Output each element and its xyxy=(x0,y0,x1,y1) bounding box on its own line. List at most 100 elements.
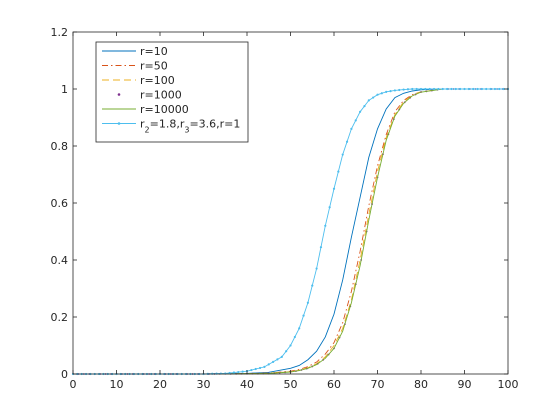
series-point xyxy=(415,87,418,91)
x-tick-label: 60 xyxy=(327,378,341,391)
series-point xyxy=(467,87,470,91)
series-point xyxy=(459,87,462,91)
series-point xyxy=(285,350,288,353)
series-point xyxy=(446,87,449,91)
series-point xyxy=(441,87,444,91)
series-point xyxy=(350,127,353,130)
series-point xyxy=(419,87,423,91)
series-line xyxy=(73,88,508,375)
series-point xyxy=(228,371,231,375)
series-point xyxy=(454,87,457,91)
x-tick-label: 80 xyxy=(414,378,428,391)
x-tick-label: 0 xyxy=(70,378,77,391)
legend-label: r2=1.8,r3=3.6,r=1 xyxy=(140,118,240,135)
series-point xyxy=(493,87,497,91)
x-tick-label: 10 xyxy=(110,378,124,391)
legend-label: r=1000 xyxy=(140,89,182,102)
series-point xyxy=(232,371,236,374)
legend-label: r=100 xyxy=(140,74,175,87)
legend-entry: r=50 xyxy=(102,60,168,73)
series-point xyxy=(472,87,475,91)
series-point xyxy=(359,110,362,113)
series-2 xyxy=(73,88,508,375)
series-point xyxy=(237,370,240,374)
series-point xyxy=(298,327,301,330)
series-point xyxy=(354,119,357,122)
series-point xyxy=(311,284,314,287)
legend-label: r=10000 xyxy=(140,103,189,116)
series-point xyxy=(428,87,431,91)
series-point xyxy=(328,206,331,209)
series-point xyxy=(424,87,427,91)
series-point xyxy=(432,87,436,91)
series-point xyxy=(380,92,383,95)
series-1 xyxy=(73,88,508,375)
series-6 xyxy=(71,87,510,376)
x-tick-label: 90 xyxy=(458,378,472,391)
x-tick-label: 70 xyxy=(371,378,385,391)
series-point xyxy=(258,366,262,370)
series-point xyxy=(393,89,396,92)
legend-swatch xyxy=(117,93,121,96)
series-point xyxy=(324,224,327,227)
series-point xyxy=(376,93,379,96)
x-tick-label: 40 xyxy=(240,378,254,391)
legend-label: r=50 xyxy=(140,60,168,73)
series-point xyxy=(398,88,401,92)
series-point xyxy=(337,170,340,173)
series-point xyxy=(276,358,279,361)
series-point xyxy=(289,344,292,347)
y-tick-label: 1.2 xyxy=(51,26,69,39)
series-point xyxy=(241,370,244,373)
series-point xyxy=(480,87,483,91)
legend-entry: r=10000 xyxy=(102,103,189,116)
series-point xyxy=(485,87,488,91)
series-point xyxy=(315,267,318,270)
series-layer xyxy=(71,87,510,376)
y-tick-label: 0.2 xyxy=(51,311,69,324)
series-point xyxy=(476,87,479,91)
legend-entry: r=10 xyxy=(102,45,168,58)
y-tick-label: 0.6 xyxy=(51,197,69,210)
series-point xyxy=(267,363,270,366)
legend-label: r=10 xyxy=(140,45,168,58)
series-line xyxy=(73,88,508,375)
series-point xyxy=(293,335,296,339)
series-point xyxy=(502,87,505,91)
series-point xyxy=(411,87,414,91)
series-point xyxy=(450,87,453,91)
series-point xyxy=(363,105,366,108)
series-point xyxy=(332,187,336,190)
legend-entry: r=1000 xyxy=(117,89,182,102)
series-point xyxy=(367,99,370,102)
series-point xyxy=(437,87,440,91)
legend-marker xyxy=(117,122,121,125)
legend-entry: r=100 xyxy=(102,74,175,87)
x-tick-label: 20 xyxy=(153,378,167,391)
series-point xyxy=(372,96,375,99)
series-point xyxy=(263,365,266,368)
series-point xyxy=(463,87,466,91)
y-tick-label: 0.8 xyxy=(51,140,69,153)
x-tick-label: 30 xyxy=(197,378,211,391)
series-point xyxy=(280,355,283,358)
series-point xyxy=(341,153,344,156)
series-point xyxy=(254,367,257,371)
y-tick-label: 1 xyxy=(61,83,68,96)
series-point xyxy=(306,301,309,304)
legend-box xyxy=(95,41,249,143)
axes-layer: 0 10 20 30 40 50 60 70 80 90 100 0 0.2 0.4 0.6 0.8 1 1.2 xyxy=(51,26,519,391)
x-tick-label: 100 xyxy=(498,378,519,391)
series-5 xyxy=(73,88,508,375)
series-line xyxy=(73,88,508,375)
x-tick-label: 50 xyxy=(284,378,298,391)
series-point xyxy=(385,90,388,93)
series-point xyxy=(250,368,253,372)
y-tick-label: 0.4 xyxy=(51,254,69,267)
series-point xyxy=(389,90,392,93)
y-tick-label: 0 xyxy=(61,368,68,381)
series-point xyxy=(489,87,492,91)
series-point xyxy=(402,88,405,91)
